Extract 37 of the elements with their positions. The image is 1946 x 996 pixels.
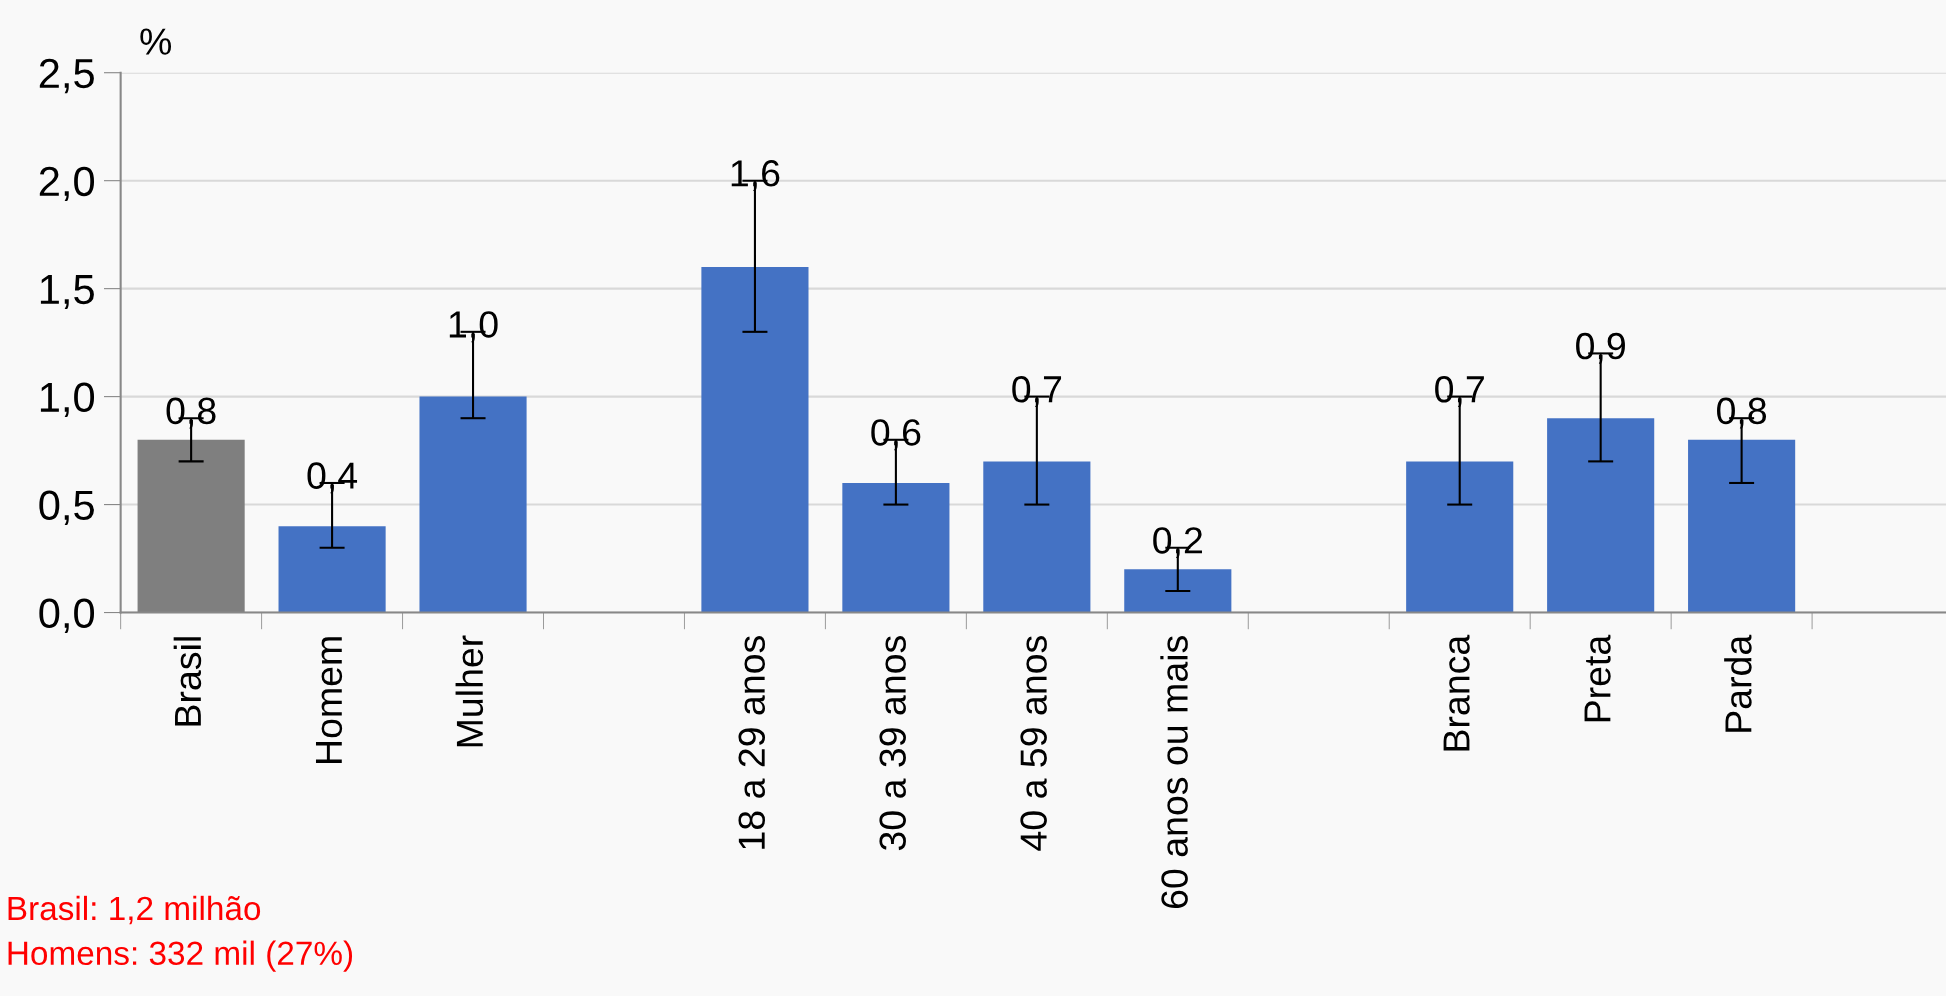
y-tick-label: 1,5 — [40, 275, 94, 310]
data-label: 0,8 — [1717, 397, 1767, 429]
y-tick-label: 0,5 — [39, 490, 94, 525]
bar — [842, 482, 950, 613]
bar — [1688, 439, 1796, 613]
x-tick-label: 18 a 29 anos — [738, 636, 766, 849]
data-label: 0,6 — [871, 419, 921, 451]
x-tick-label: Branca — [1443, 634, 1470, 751]
y-tick-label: 1,0 — [40, 382, 95, 418]
x-tick-label: Brasil — [173, 637, 202, 726]
text: Homens: 332 mil (27%) — [8, 940, 353, 972]
data-label: 1,6 — [731, 160, 780, 192]
data-label: 1,0 — [449, 311, 498, 343]
x-tick-label: Preta — [1584, 634, 1611, 722]
x-tick-label: 60 anos ou mais — [1160, 636, 1188, 909]
data-label: 0,7 — [1012, 375, 1062, 407]
x-tick-label: Homem — [315, 637, 343, 763]
data-label: 0,9 — [1576, 332, 1625, 364]
data-label: 0,8 — [166, 397, 216, 429]
x-tick-label: Mulher — [455, 635, 484, 747]
y-axis-title: % — [140, 28, 172, 55]
bar — [1406, 461, 1514, 613]
bar — [278, 526, 386, 613]
x-tick-label: 30 a 39 anos — [879, 636, 906, 851]
y-tick-label: 2,5 — [39, 58, 94, 94]
bar — [1547, 418, 1655, 613]
bar — [701, 267, 809, 613]
x-tick-label: 40 a 59 anos — [1020, 636, 1047, 851]
bar — [419, 396, 527, 613]
text: Brasil: 1,2 milhão — [8, 895, 261, 925]
data-label: 0,7 — [1435, 375, 1484, 407]
bar — [983, 461, 1091, 613]
bar — [1124, 569, 1232, 613]
y-tick-label: 2,0 — [39, 166, 95, 202]
data-label: 0,2 — [1153, 527, 1202, 559]
x-tick-label: Parda — [1724, 634, 1752, 732]
y-tick-label: 0,0 — [39, 598, 95, 633]
